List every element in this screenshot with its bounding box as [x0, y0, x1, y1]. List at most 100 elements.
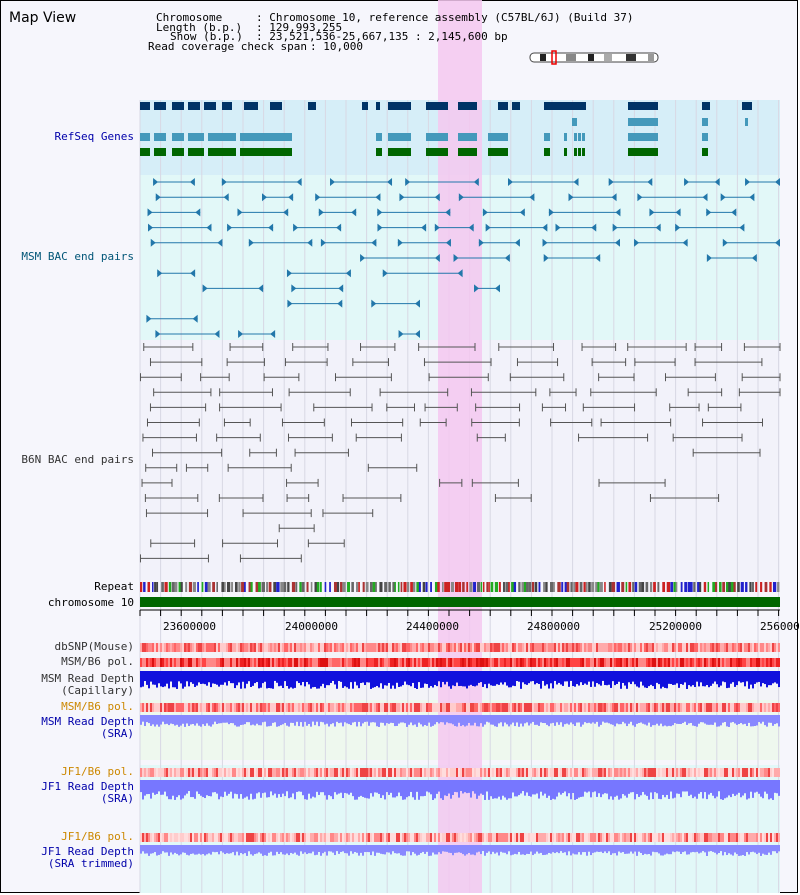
track-label-refseq[interactable]: RefSeq Genes — [54, 130, 134, 143]
depth-bar — [276, 780, 278, 798]
depth-bar — [268, 780, 270, 798]
depth-bar — [386, 671, 388, 686]
heat-cell — [724, 833, 726, 842]
heat-cell — [762, 768, 764, 777]
depth-bar — [776, 671, 778, 684]
repeat-element — [645, 582, 649, 592]
depth-bar — [450, 780, 452, 799]
heat-cell — [616, 768, 618, 777]
depth-bar — [428, 715, 430, 723]
repeat-element — [628, 582, 632, 592]
heat-cell — [436, 768, 438, 777]
heat-cell — [674, 703, 676, 712]
repeat-element — [579, 582, 583, 592]
depth-bar — [688, 671, 690, 686]
depth-bar — [666, 845, 668, 854]
heat-cell — [630, 768, 632, 777]
depth-bar — [358, 780, 360, 797]
depth-bar — [140, 671, 142, 688]
heat-cell — [522, 768, 524, 777]
depth-bar — [694, 780, 696, 797]
depth-bar — [452, 780, 454, 796]
depth-bar — [642, 780, 644, 792]
heat-cell — [256, 703, 258, 712]
depth-bar — [628, 715, 630, 724]
heat-cell — [538, 658, 540, 667]
depth-bar — [146, 845, 148, 854]
depth-bar — [594, 671, 596, 687]
depth-bar — [366, 780, 368, 799]
heat-cell — [704, 703, 706, 712]
heat-cell — [566, 768, 568, 777]
depth-bar — [494, 780, 496, 799]
depth-bar — [688, 715, 690, 724]
depth-bar — [762, 780, 764, 799]
heat-cell — [750, 643, 752, 652]
msm-bac-end — [202, 284, 208, 293]
msm-bac-end — [682, 238, 688, 247]
depth-bar — [206, 845, 208, 855]
track-label-b6n-bac[interactable]: B6N BAC end pairs — [21, 453, 134, 466]
depth-bar — [256, 845, 258, 854]
depth-bar — [702, 671, 704, 687]
heat-cell — [648, 768, 650, 777]
heat-cell — [584, 768, 586, 777]
depth-bar — [734, 715, 736, 724]
heat-cell — [430, 643, 432, 652]
heat-cell — [770, 658, 772, 667]
track-label-msm-bac[interactable]: MSM BAC end pairs — [21, 250, 134, 263]
depth-bar — [318, 780, 320, 795]
depth-bar — [588, 780, 590, 792]
msm-bac-end — [237, 208, 243, 217]
depth-bar — [414, 845, 416, 854]
depth-bar — [582, 671, 584, 685]
gene-exon — [154, 148, 166, 156]
heat-cell — [564, 643, 566, 652]
heat-cell — [550, 833, 552, 842]
heat-cell — [300, 833, 302, 842]
heat-cell — [684, 768, 686, 777]
heat-cell — [470, 768, 472, 777]
depth-bar — [590, 845, 592, 856]
depth-bar — [744, 845, 746, 856]
repeat-element — [384, 582, 388, 592]
depth-bar — [328, 715, 330, 727]
heat-cell — [730, 643, 732, 652]
heat-cell — [258, 768, 260, 777]
depth-bar — [736, 780, 738, 795]
depth-bar — [170, 845, 172, 853]
depth-bar — [444, 845, 446, 852]
depth-bar — [428, 780, 430, 793]
heat-cell — [340, 768, 342, 777]
depth-bar — [474, 671, 476, 687]
heat-cell — [248, 658, 250, 667]
heat-cell — [234, 658, 236, 667]
depth-bar — [484, 845, 486, 856]
heat-cell — [494, 658, 496, 667]
heat-cell — [568, 643, 570, 652]
depth-bar — [370, 671, 372, 689]
depth-bar — [534, 780, 536, 795]
heat-cell — [400, 703, 402, 712]
depth-bar — [656, 845, 658, 853]
depth-bar — [590, 780, 592, 798]
depth-bar — [474, 845, 476, 856]
depth-bar — [650, 715, 652, 727]
msm-bac-end — [529, 193, 535, 202]
msm-bac-end — [371, 238, 377, 247]
depth-bar — [556, 671, 558, 685]
heat-cell — [250, 833, 252, 842]
depth-bar — [324, 715, 326, 725]
depth-bar — [698, 780, 700, 794]
heat-cell — [418, 768, 420, 777]
depth-bar — [310, 845, 312, 854]
heat-cell — [338, 658, 340, 667]
heat-cell — [376, 833, 378, 842]
depth-bar — [774, 780, 776, 793]
msm-bac-end — [258, 284, 264, 293]
gene-exon — [244, 102, 258, 110]
depth-bar — [344, 845, 346, 854]
msm-bac-end — [637, 193, 643, 202]
depth-bar — [166, 845, 168, 853]
depth-bar — [644, 845, 646, 854]
